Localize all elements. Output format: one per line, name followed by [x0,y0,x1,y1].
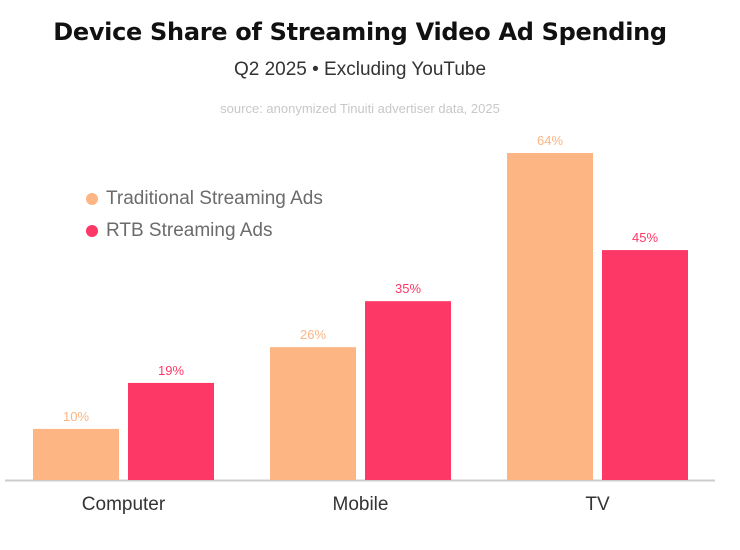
chart-subtitle: Q2 2025 • Excluding YouTube [233,59,487,80]
legend-label-rtb: RTB Streaming Ads [106,220,273,241]
data-label-rtb-computer: 19% [158,363,184,378]
category-label-tv: TV [585,494,610,515]
legend: Traditional Streaming Ads RTB Streaming … [86,183,323,247]
bar-traditional-mobile [270,347,356,480]
bar-rtb-tv [602,250,688,480]
data-label-traditional-mobile: 26% [300,327,326,342]
category-label-computer: Computer [82,494,166,515]
chart-title: Device Share of Streaming Video Ad Spend… [53,18,667,46]
bar-traditional-computer [33,428,119,480]
data-label-rtb-tv: 45% [632,230,658,245]
category-label-mobile: Mobile [333,494,389,515]
data-label-traditional-tv: 64% [537,133,563,148]
bar-rtb-computer [128,382,214,480]
data-label-rtb-mobile: 35% [395,281,421,296]
legend-label-traditional: Traditional Streaming Ads [106,188,323,209]
legend-swatch-traditional [86,193,98,205]
legend-item-rtb: RTB Streaming Ads [86,215,323,247]
legend-swatch-rtb [86,225,98,237]
legend-item-traditional: Traditional Streaming Ads [86,183,323,215]
bar-rtb-mobile [365,301,451,480]
data-label-traditional-computer: 10% [63,409,89,424]
source-note: source: anonymized Tinuiti advertiser da… [220,101,500,116]
bar-traditional-tv [507,153,593,480]
